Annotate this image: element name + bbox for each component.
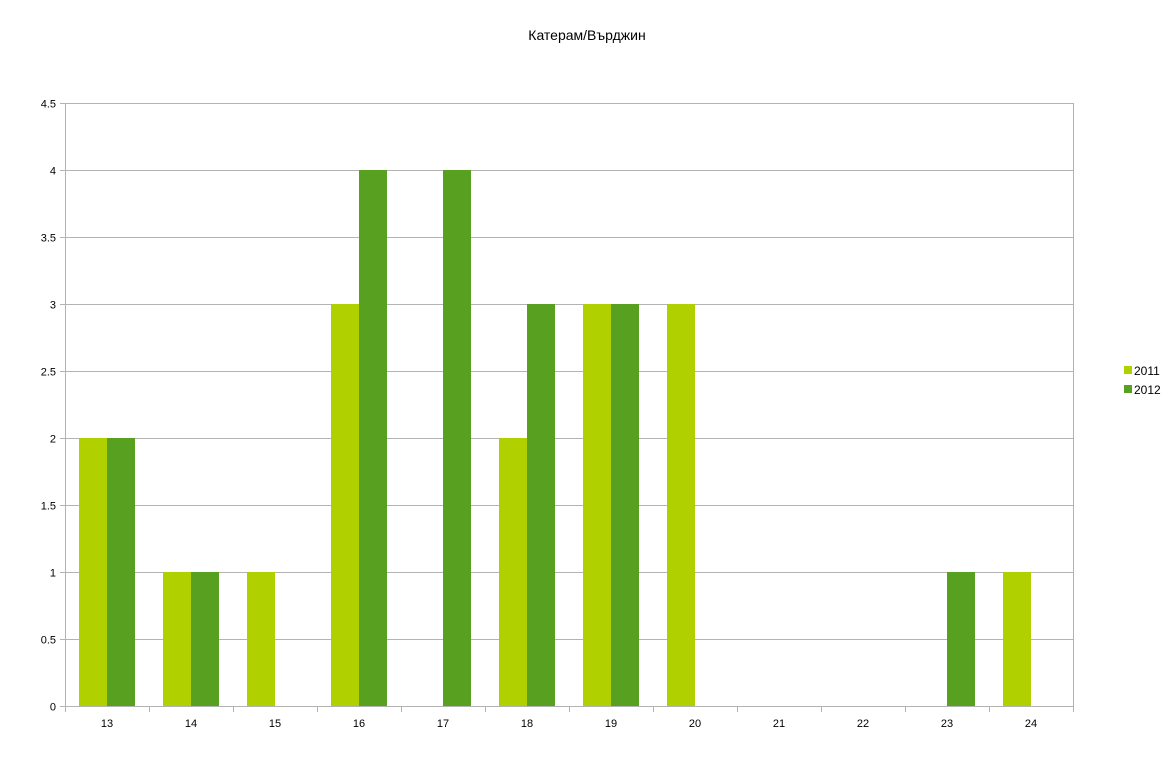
bar-2011-24 bbox=[1003, 572, 1031, 706]
x-tick-label: 19 bbox=[605, 718, 617, 730]
legend-label-2011: 2011 bbox=[1134, 364, 1160, 378]
legend-swatch-2011 bbox=[1124, 366, 1132, 374]
bar-2011-14 bbox=[163, 572, 191, 706]
x-tick-label: 24 bbox=[1025, 718, 1037, 730]
axes: 0 0.5 1 1.5 2 2.5 3 3.5 4 4.5 13 14 15 16 17 18 19 20 21 22… bbox=[41, 99, 1074, 730]
bar-2011-16 bbox=[331, 304, 359, 706]
y-tick-label: 1 bbox=[50, 568, 56, 580]
bar-2012-23 bbox=[947, 572, 975, 706]
legend-swatch-2012 bbox=[1124, 385, 1132, 393]
x-tick-label: 13 bbox=[101, 718, 113, 730]
y-tick-label: 4.5 bbox=[41, 99, 56, 111]
x-tick-label: 14 bbox=[185, 718, 197, 730]
bar-2012-18 bbox=[527, 304, 555, 706]
bar-2011-20 bbox=[667, 304, 695, 706]
legend: 2011 2012 bbox=[1124, 364, 1161, 397]
bars bbox=[79, 170, 1031, 706]
bar-2012-14 bbox=[191, 572, 219, 706]
x-tick-label: 22 bbox=[857, 718, 869, 730]
y-tick-label: 2 bbox=[50, 434, 56, 446]
x-tick-label: 16 bbox=[353, 718, 365, 730]
y-tick-label: 4 bbox=[50, 166, 56, 178]
x-tick-label: 20 bbox=[689, 718, 701, 730]
bar-2011-19 bbox=[583, 304, 611, 706]
bar-2012-16 bbox=[359, 170, 387, 706]
legend-label-2012: 2012 bbox=[1134, 383, 1161, 397]
y-tick-label: 3.5 bbox=[41, 233, 56, 245]
bar-2011-13 bbox=[79, 438, 107, 706]
x-tick-label: 21 bbox=[773, 718, 785, 730]
x-tick-label: 15 bbox=[269, 718, 281, 730]
x-tick-label: 23 bbox=[941, 718, 953, 730]
bar-2012-13 bbox=[107, 438, 135, 706]
x-tick-label: 18 bbox=[521, 718, 533, 730]
bar-2012-19 bbox=[611, 304, 639, 706]
x-tick-label: 17 bbox=[437, 718, 449, 730]
y-tick-label: 3 bbox=[50, 300, 56, 312]
bar-2011-15 bbox=[247, 572, 275, 706]
y-tick-label: 2.5 bbox=[41, 367, 56, 379]
chart-title: Катерам/Върджин bbox=[528, 27, 645, 43]
y-tick-label: 0 bbox=[50, 702, 56, 714]
y-tick-label: 1.5 bbox=[41, 501, 56, 513]
bar-2012-17 bbox=[443, 170, 471, 706]
bar-2011-18 bbox=[499, 438, 527, 706]
y-tick-label: 0.5 bbox=[41, 635, 56, 647]
